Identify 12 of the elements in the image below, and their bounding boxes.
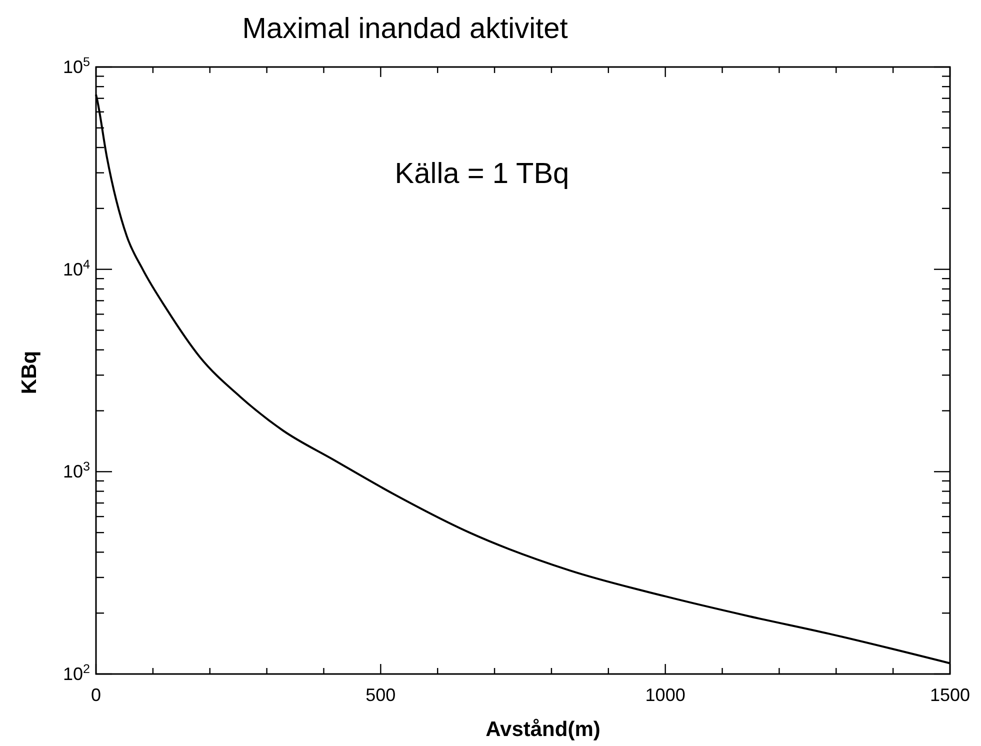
y-axis-title: KBq bbox=[18, 350, 41, 394]
y-tick-label: 10$^{4}$ bbox=[62, 257, 90, 280]
annotation: Källa = 1 TBq bbox=[394, 158, 570, 190]
chart-title: Maximal inandad aktivitet bbox=[242, 13, 568, 45]
x-tick-label: 1500 bbox=[930, 685, 970, 705]
x-tick-label: 0 bbox=[90, 685, 102, 705]
x-tick-label: 500 bbox=[366, 685, 396, 705]
y-tick-label: 10$^{2}$ bbox=[62, 662, 90, 684]
x-axis-title: Avstånd(m) bbox=[486, 718, 600, 741]
x-tick-label: 1000 bbox=[645, 685, 686, 705]
y-tick-label: 10$^{5}$ bbox=[62, 55, 90, 77]
y-tick-label: 10$^{3}$ bbox=[62, 460, 90, 482]
